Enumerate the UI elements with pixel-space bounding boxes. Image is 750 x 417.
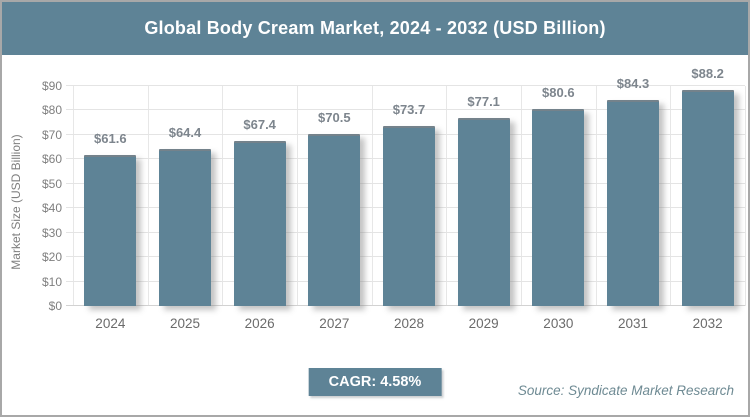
bar-group: $77.1 2029 xyxy=(446,86,521,331)
gridline-vertical xyxy=(521,86,522,306)
y-tick-label: $50 xyxy=(41,176,62,191)
gridline-vertical xyxy=(595,86,597,306)
plot-area: $0 $10 $20 $30 $40 $50 $60 $70 $80 $90 $61.6 2024 $6… xyxy=(42,66,746,331)
source-text: Source: Syndicate Market Research xyxy=(517,383,734,398)
x-tick-label: 2030 xyxy=(543,316,574,331)
bar-group: $70.5 2027 xyxy=(297,86,372,331)
gridline-vertical xyxy=(446,86,448,306)
y-axis-line xyxy=(73,86,74,306)
gridline-vertical xyxy=(371,86,373,306)
bar xyxy=(532,108,585,306)
gridline-horizontal xyxy=(66,109,745,111)
gridline-horizontal xyxy=(66,85,745,86)
chart-title-bar: Global Body Cream Market, 2024 - 2032 (U… xyxy=(2,2,748,55)
gridline-vertical xyxy=(297,86,298,306)
y-tick-label: $30 xyxy=(41,225,62,240)
y-tick-label: $90 xyxy=(41,79,62,93)
bar-group: $80.6 2030 xyxy=(521,84,596,331)
gridline-vertical xyxy=(222,86,224,306)
y-tick-label: $60 xyxy=(41,152,62,167)
bar xyxy=(606,99,659,306)
bar-group: $64.4 2025 xyxy=(148,86,223,331)
x-tick-label: 2027 xyxy=(319,316,350,331)
x-tick-label: 2025 xyxy=(169,316,201,331)
gridline-vertical xyxy=(147,86,149,306)
gridline-vertical xyxy=(670,86,672,306)
y-tick-label: $70 xyxy=(41,127,62,142)
x-tick-label: 2024 xyxy=(95,316,126,331)
y-axis-title: Market Size (USD Billion) xyxy=(9,134,23,270)
bar-value-label: $70.5 xyxy=(318,109,351,125)
y-tick-label: $40 xyxy=(41,201,62,216)
y-tick-label: $0 xyxy=(48,299,62,313)
bar-group: $84.3 2031 xyxy=(596,76,671,331)
y-tick-label: $20 xyxy=(41,250,62,265)
chart-title: Global Body Cream Market, 2024 - 2032 (U… xyxy=(144,18,606,38)
bar xyxy=(457,117,510,306)
bar-value-label: $73.7 xyxy=(392,101,426,117)
gridline-vertical xyxy=(745,86,746,306)
bar xyxy=(681,90,734,306)
bar xyxy=(158,148,211,306)
bar xyxy=(233,141,286,306)
bar-value-label: $88.2 xyxy=(691,66,724,82)
bar-group: $67.4 2026 xyxy=(222,86,297,331)
bar-value-label: $80.6 xyxy=(542,84,575,100)
bar-value-label: $84.3 xyxy=(616,75,650,91)
bar-group: $73.7 2028 xyxy=(372,86,447,331)
x-tick-label: 2029 xyxy=(468,316,499,331)
y-tick-label: $10 xyxy=(41,274,62,289)
cagr-badge: CAGR: 4.58% xyxy=(308,368,442,396)
cagr-label: CAGR: 4.58% xyxy=(328,374,422,390)
bar-value-label: $61.6 xyxy=(94,131,127,147)
bar xyxy=(84,155,137,306)
bar-value-label: $67.4 xyxy=(243,117,276,133)
bar-group: $88.2 2032 xyxy=(670,66,745,331)
x-tick-label: 2032 xyxy=(692,316,723,331)
bar-group: $61.6 2024 xyxy=(73,86,148,331)
bar-value-label: $77.1 xyxy=(467,93,500,109)
x-tick-label: 2026 xyxy=(244,316,275,331)
x-tick-label: 2028 xyxy=(393,316,425,331)
bar xyxy=(308,133,361,306)
y-tick-label: $80 xyxy=(41,103,62,118)
bar-value-label: $64.4 xyxy=(168,124,202,140)
x-tick-label: 2031 xyxy=(617,316,649,331)
bar xyxy=(382,125,435,306)
